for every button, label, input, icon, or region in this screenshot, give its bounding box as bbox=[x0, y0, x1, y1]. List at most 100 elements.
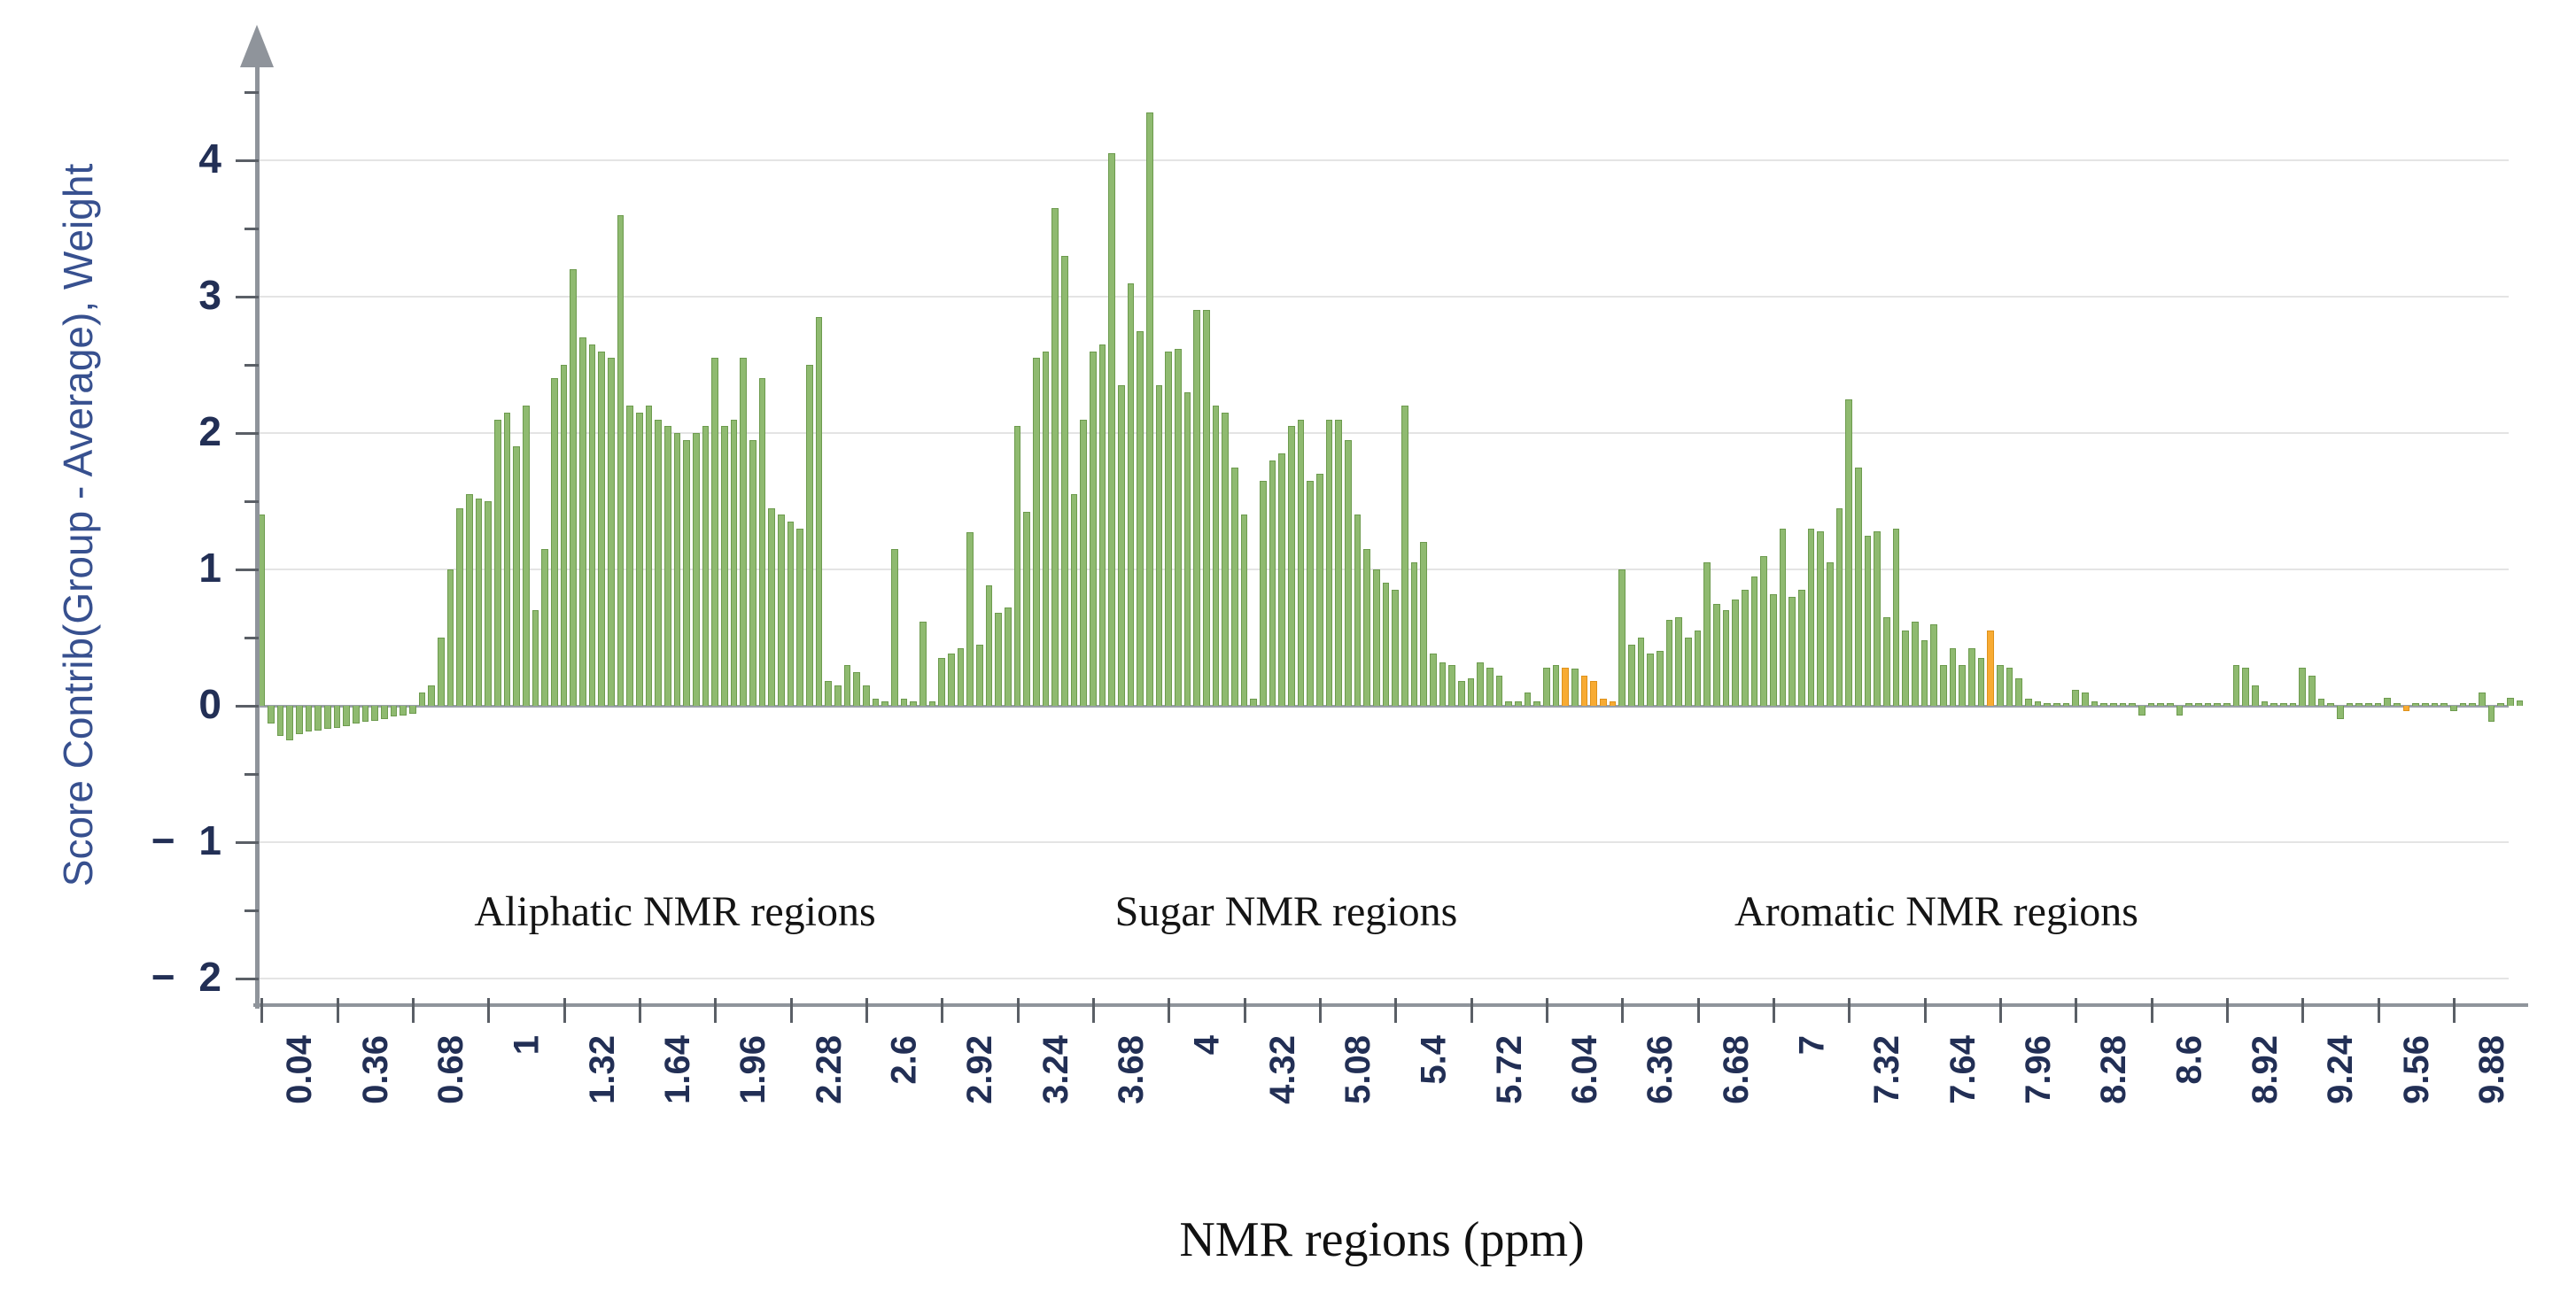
bar bbox=[1193, 310, 1201, 706]
bar bbox=[475, 498, 483, 706]
bar bbox=[2129, 702, 2137, 706]
bar bbox=[1013, 426, 1021, 706]
y-tick-label: 0 bbox=[198, 681, 221, 727]
bar bbox=[523, 406, 530, 706]
bar bbox=[1930, 623, 1938, 706]
bar bbox=[2147, 702, 2155, 706]
x-tick bbox=[1696, 998, 1700, 1023]
bar bbox=[1694, 631, 1702, 706]
x-tick-label: 3.24 bbox=[1036, 1035, 1075, 1104]
bar bbox=[636, 412, 643, 706]
bar bbox=[2431, 702, 2439, 706]
bar bbox=[693, 433, 700, 706]
x-tick-label: 4 bbox=[1187, 1035, 1227, 1056]
x-tick bbox=[1470, 998, 1473, 1023]
x-axis-title: NMR regions (ppm) bbox=[1179, 1212, 1585, 1267]
bar bbox=[1515, 701, 1522, 706]
bar bbox=[1183, 391, 1191, 706]
gridline-y-2 bbox=[257, 432, 2509, 434]
bar bbox=[1703, 562, 1711, 706]
bar bbox=[1533, 701, 1541, 706]
x-tick-label: 5.08 bbox=[1338, 1035, 1377, 1104]
gridline-y-1 bbox=[257, 569, 2509, 570]
bar bbox=[286, 706, 294, 740]
bar bbox=[1722, 610, 1730, 706]
y-tick-major bbox=[236, 841, 259, 844]
bar bbox=[2110, 702, 2117, 706]
x-tick-label: 4.32 bbox=[1262, 1035, 1302, 1104]
bar bbox=[1788, 596, 1796, 706]
bar bbox=[2299, 667, 2307, 706]
x-tick-label: 2.6 bbox=[885, 1035, 924, 1085]
bar bbox=[2195, 702, 2202, 706]
x-tick-label: 2.28 bbox=[809, 1035, 849, 1104]
bar bbox=[1345, 439, 1352, 706]
bar bbox=[1070, 494, 1078, 706]
bar bbox=[1977, 658, 1985, 706]
bar bbox=[1118, 385, 1125, 706]
bar bbox=[1883, 616, 1890, 706]
bar bbox=[466, 494, 473, 706]
x-tick bbox=[1168, 998, 1171, 1023]
bar bbox=[1240, 515, 1248, 706]
bar bbox=[1430, 654, 1437, 706]
bar bbox=[2100, 702, 2108, 706]
bar bbox=[1855, 467, 1862, 706]
x-tick bbox=[1773, 998, 1775, 1023]
bar bbox=[1779, 528, 1787, 706]
x-tick-label: 8.6 bbox=[2169, 1035, 2209, 1085]
bar bbox=[2138, 706, 2145, 716]
bar bbox=[1448, 664, 1456, 706]
x-tick-label: 5.4 bbox=[1414, 1035, 1454, 1085]
bar bbox=[853, 671, 861, 706]
bar bbox=[2507, 697, 2514, 706]
x-tick-label: 5.72 bbox=[1489, 1035, 1529, 1104]
bar bbox=[1760, 555, 1768, 706]
bar bbox=[1146, 112, 1153, 706]
bar bbox=[1222, 412, 1230, 706]
x-tick-label: 7.96 bbox=[2019, 1035, 2058, 1104]
bar bbox=[551, 378, 558, 706]
x-tick-label: 8.28 bbox=[2094, 1035, 2134, 1104]
bar bbox=[1420, 542, 1428, 706]
bar bbox=[1949, 648, 1957, 706]
bar bbox=[400, 706, 407, 716]
bar bbox=[1042, 351, 1050, 706]
bar bbox=[2185, 702, 2193, 706]
y-tick-minor bbox=[244, 637, 259, 639]
bar bbox=[1373, 569, 1380, 706]
x-tick-label: 9.24 bbox=[2321, 1035, 2361, 1104]
bar bbox=[1250, 699, 1258, 706]
bar bbox=[1571, 669, 1579, 706]
bar bbox=[2232, 664, 2240, 706]
bar bbox=[1354, 515, 1362, 706]
gridline-y--2 bbox=[257, 978, 2509, 979]
y-tick-major bbox=[236, 978, 259, 980]
bar bbox=[1401, 406, 1408, 706]
x-tick bbox=[1621, 998, 1625, 1023]
bar bbox=[2450, 706, 2457, 712]
x-tick bbox=[336, 998, 339, 1023]
bar bbox=[333, 706, 341, 728]
x-tick bbox=[412, 998, 415, 1023]
bar bbox=[1325, 419, 1333, 706]
bar bbox=[1458, 681, 1465, 706]
bar bbox=[2204, 702, 2212, 706]
bar bbox=[815, 317, 823, 706]
bar bbox=[1269, 460, 1276, 706]
bar bbox=[966, 532, 974, 706]
y-tick-major bbox=[236, 159, 259, 162]
bar bbox=[2119, 702, 2127, 706]
bar bbox=[881, 701, 889, 706]
bar bbox=[787, 522, 795, 706]
bar bbox=[1543, 667, 1550, 706]
x-tick-label: 0.04 bbox=[280, 1035, 320, 1104]
bar bbox=[1165, 351, 1173, 706]
bar bbox=[1685, 638, 1692, 706]
bar bbox=[1835, 507, 1843, 706]
bar bbox=[843, 664, 851, 706]
bar bbox=[579, 337, 586, 706]
bar bbox=[361, 706, 369, 723]
y-tick-minor bbox=[244, 364, 259, 367]
